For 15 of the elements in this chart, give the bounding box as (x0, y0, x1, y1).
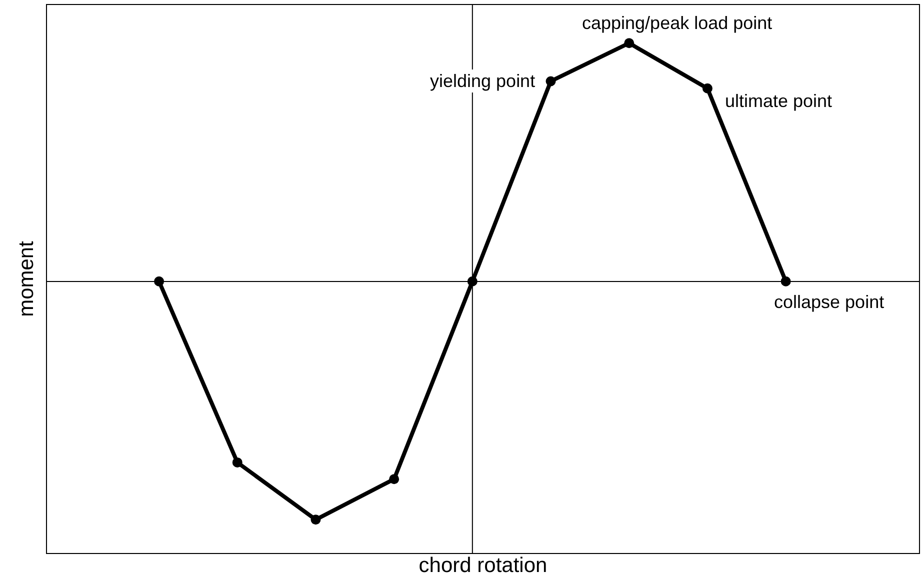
point (232, 457, 242, 468)
point (467, 276, 478, 286)
text: capping/peak load point (582, 13, 772, 33)
y-axis-title: moment (15, 240, 38, 317)
point (546, 76, 556, 86)
x-axis-title: chord rotation (418, 554, 548, 578)
point (154, 276, 164, 286)
point (624, 38, 634, 48)
point (310, 514, 321, 525)
annotation: collapse point (774, 292, 884, 312)
point (389, 474, 400, 484)
annotation: ultimate point (725, 91, 832, 111)
annotation: yielding point (430, 71, 536, 91)
point (702, 83, 712, 94)
point (780, 276, 791, 286)
